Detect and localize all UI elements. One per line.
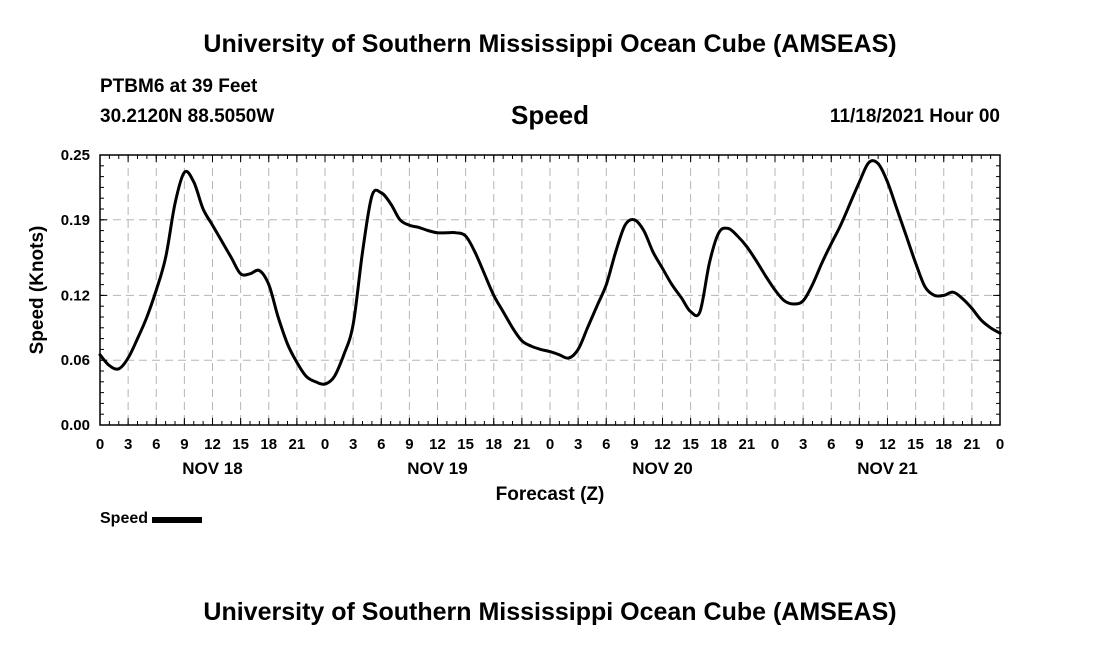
forecast-datetime: 11/18/2021 Hour 00 <box>829 106 1000 127</box>
x-tick-label: 21 <box>514 436 531 453</box>
y-tick-label: 0.06 <box>61 352 90 369</box>
x-tick-label: 3 <box>124 436 132 453</box>
grid <box>100 155 1000 425</box>
chart-title: Speed <box>510 100 590 130</box>
coordinates-label: 30.2120N 88.5050W <box>100 106 275 127</box>
y-tick-label: 0.00 <box>61 417 90 434</box>
x-tick-label: 3 <box>799 436 807 453</box>
x-tick-label: 6 <box>602 436 610 453</box>
x-axis-label: Forecast (Z) <box>496 484 605 505</box>
x-tick-label: 12 <box>204 436 221 453</box>
x-tick-label: 18 <box>260 436 277 453</box>
x-tick-label: 12 <box>429 436 446 453</box>
x-tick-label: 15 <box>457 436 474 453</box>
day-label: NOV 20 <box>632 459 692 478</box>
plot-frame <box>99 154 1001 426</box>
x-tick-label: 9 <box>405 436 413 453</box>
y-tick-label: 0.25 <box>61 147 90 164</box>
day-label: NOV 18 <box>182 459 242 478</box>
x-tick-label: 18 <box>935 436 952 453</box>
y-tick-label: 0.19 <box>61 212 90 229</box>
x-tick-label: 18 <box>485 436 502 453</box>
x-tick-label: 9 <box>630 436 638 453</box>
x-tick-label: 9 <box>180 436 188 453</box>
tick-labels: 0 3 6 9 12 15 18 21 0 3 6 9 12 15 18 21 0 3 6 9 12 15 18 21 0 3 6 9… <box>61 147 1004 478</box>
speed-series-line <box>98 159 1002 386</box>
x-tick-label: 6 <box>377 436 385 453</box>
legend-swatch <box>152 517 203 523</box>
station-label: PTBM6 at 39 Feet <box>100 76 258 97</box>
legend-label: Speed <box>100 510 149 527</box>
x-tick-label: 6 <box>827 436 835 453</box>
day-label: NOV 19 <box>407 459 467 478</box>
top-title: University of Southern Mississippi Ocean… <box>203 30 897 58</box>
y-axis-label: Speed (Knots) <box>27 226 48 355</box>
x-tick-label: 0 <box>96 436 104 453</box>
day-label: NOV 21 <box>857 459 917 478</box>
x-tick-label: 21 <box>739 436 756 453</box>
x-tick-label: 3 <box>349 436 357 453</box>
x-tick-label: 6 <box>152 436 160 453</box>
legend: Speed <box>100 510 203 528</box>
bottom-title: University of Southern Mississippi Ocean… <box>203 598 897 626</box>
x-tick-label: 0 <box>996 436 1004 453</box>
x-tick-label: 12 <box>879 436 896 453</box>
x-tick-label: 15 <box>682 436 699 453</box>
x-tick-label: 18 <box>710 436 727 453</box>
x-tick-label: 12 <box>654 436 671 453</box>
x-tick-label: 0 <box>546 436 554 453</box>
x-tick-label: 15 <box>232 436 249 453</box>
x-tick-label: 21 <box>964 436 981 453</box>
x-tick-label: 9 <box>855 436 863 453</box>
y-tick-label: 0.12 <box>61 287 90 304</box>
x-tick-label: 0 <box>321 436 329 453</box>
x-tick-label: 15 <box>907 436 924 453</box>
x-tick-label: 3 <box>574 436 582 453</box>
x-tick-label: 21 <box>289 436 306 453</box>
x-tick-label: 0 <box>771 436 779 453</box>
